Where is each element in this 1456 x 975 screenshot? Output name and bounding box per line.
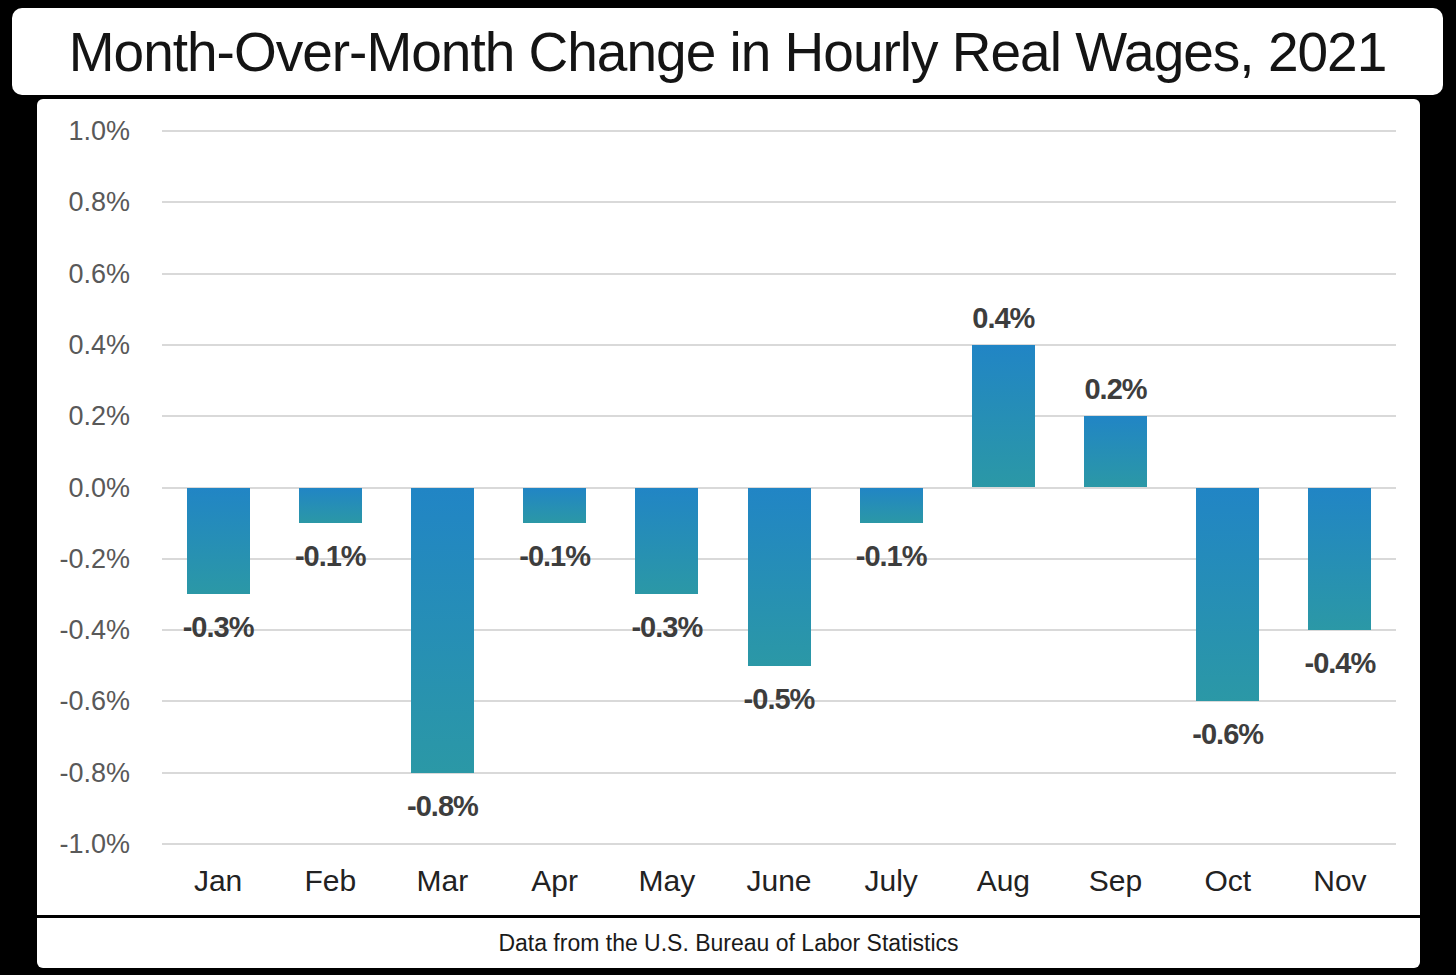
y-tick-label: 0.8% xyxy=(37,186,130,218)
bar-mar xyxy=(411,488,474,773)
gridline xyxy=(162,415,1396,417)
x-tick-label: Nov xyxy=(1280,865,1400,897)
bar-value-label: 0.2% xyxy=(1046,374,1186,404)
y-tick-label: -0.2% xyxy=(37,543,130,575)
gridline xyxy=(162,273,1396,275)
bar-aug xyxy=(972,345,1035,488)
x-tick-label: July xyxy=(831,865,951,897)
y-tick-label: -0.8% xyxy=(37,757,130,789)
x-tick-label: Sep xyxy=(1056,865,1176,897)
y-tick-label: 0.6% xyxy=(37,258,130,290)
chart-card: 1.0% 0.8% 0.6% 0.4% 0.2% 0.0% -0.2% -0.4% -0.6% -… xyxy=(37,99,1420,968)
bar-value-label: -0.5% xyxy=(709,684,849,714)
footer-divider xyxy=(37,915,1420,918)
gridline xyxy=(162,201,1396,203)
bar-value-label: -0.4% xyxy=(1270,648,1410,678)
bar-value-label: -0.3% xyxy=(148,612,288,642)
bar-july xyxy=(860,488,923,524)
bar-nov xyxy=(1308,488,1371,631)
y-tick-label: -0.6% xyxy=(37,685,130,717)
bar-value-label: -0.3% xyxy=(597,612,737,642)
bar-value-label: -0.1% xyxy=(260,541,400,571)
y-tick-label: 0.0% xyxy=(37,472,130,504)
bar-oct xyxy=(1196,488,1259,702)
chart-title-card: Month-Over-Month Change in Hourly Real W… xyxy=(12,8,1443,95)
gridline xyxy=(162,344,1396,346)
bar-sep xyxy=(1084,416,1147,487)
bar-value-label: -0.8% xyxy=(372,791,512,821)
y-tick-label: -0.4% xyxy=(37,614,130,646)
bar-june xyxy=(748,488,811,666)
y-tick-label: 0.2% xyxy=(37,400,130,432)
y-tick-label: -1.0% xyxy=(37,828,130,860)
y-tick-label: 1.0% xyxy=(37,115,130,147)
page-title: Month-Over-Month Change in Hourly Real W… xyxy=(69,20,1387,84)
x-tick-label: June xyxy=(719,865,839,897)
bar-value-label: 0.4% xyxy=(933,303,1073,333)
gridline xyxy=(162,772,1396,774)
bar-apr xyxy=(523,488,586,524)
x-tick-label: Jan xyxy=(158,865,278,897)
gridline xyxy=(162,130,1396,132)
bar-feb xyxy=(299,488,362,524)
bar-value-label: -0.6% xyxy=(1158,719,1298,749)
x-tick-label: Oct xyxy=(1168,865,1288,897)
bar-jan xyxy=(187,488,250,595)
y-tick-label: 0.4% xyxy=(37,329,130,361)
x-tick-label: May xyxy=(607,865,727,897)
data-source-note: Data from the U.S. Bureau of Labor Stati… xyxy=(37,928,1420,958)
bar-value-label: -0.1% xyxy=(821,541,961,571)
gridline xyxy=(162,843,1396,845)
x-tick-label: Mar xyxy=(382,865,502,897)
x-tick-label: Aug xyxy=(943,865,1063,897)
bar-value-label: -0.1% xyxy=(485,541,625,571)
x-tick-label: Apr xyxy=(495,865,615,897)
x-tick-label: Feb xyxy=(270,865,390,897)
bar-may xyxy=(635,488,698,595)
